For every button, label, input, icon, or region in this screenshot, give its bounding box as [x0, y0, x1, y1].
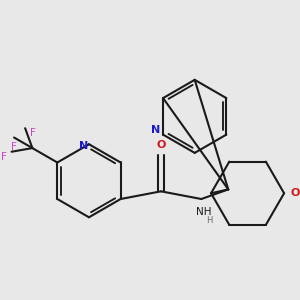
Text: NH: NH	[196, 208, 212, 218]
Text: O: O	[156, 140, 166, 150]
Text: N: N	[151, 125, 160, 135]
Text: F: F	[1, 152, 7, 162]
Text: H: H	[206, 216, 212, 225]
Text: F: F	[11, 142, 17, 152]
Text: O: O	[291, 188, 300, 198]
Text: N: N	[79, 141, 88, 151]
Text: F: F	[30, 128, 36, 138]
